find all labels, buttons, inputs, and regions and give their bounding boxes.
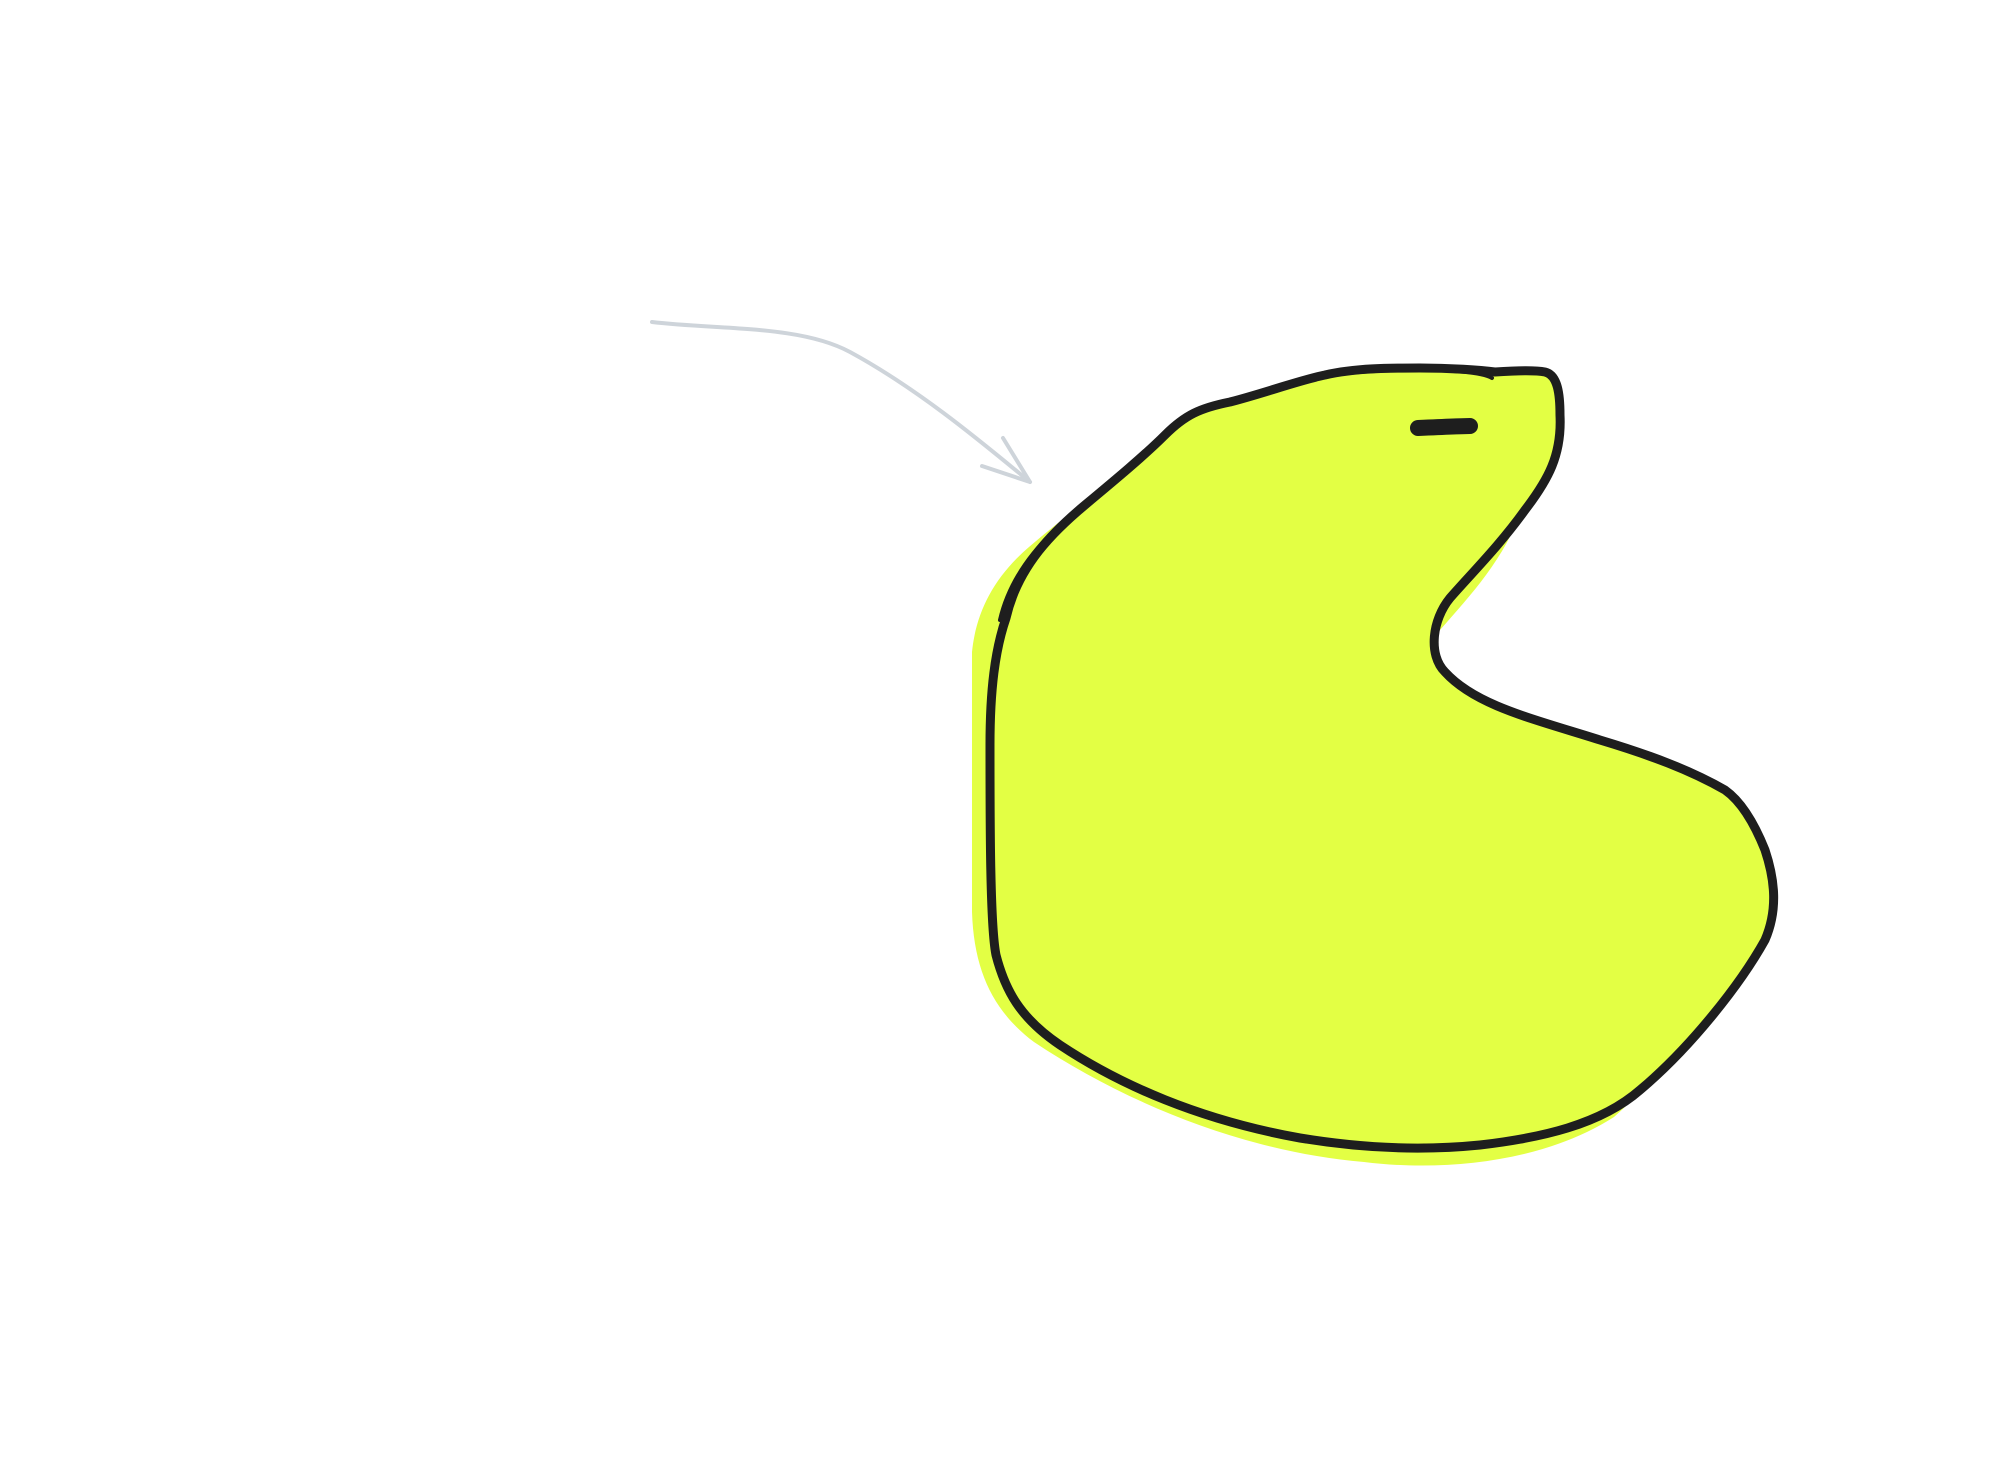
blob-outline[interactable]: [985, 363, 1779, 1153]
blob-top-stroke-overlap: [1410, 418, 1478, 436]
arrow-shaft: [650, 320, 1032, 484]
blob-fill: [990, 368, 1774, 1149]
pointer-arrow[interactable]: [650, 320, 1032, 484]
arrow-head: [980, 436, 1032, 484]
